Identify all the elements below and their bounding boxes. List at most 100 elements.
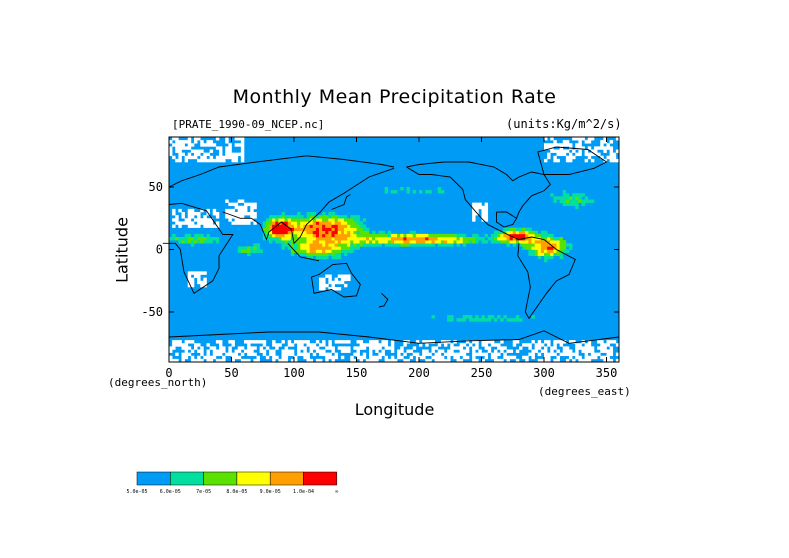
coastline-segment	[168, 330, 620, 344]
grid-cell	[353, 221, 357, 225]
grid-cell	[540, 252, 545, 257]
grid-cell	[615, 358, 620, 363]
grid-cell	[190, 215, 195, 219]
grid-cell	[240, 143, 245, 147]
grid-cell	[190, 240, 195, 244]
grid-cell	[312, 224, 317, 228]
grid-cell	[331, 233, 335, 238]
grid-cell	[475, 202, 479, 207]
grid-cell	[322, 230, 326, 235]
grid-cell	[250, 249, 254, 253]
grid-cell	[403, 343, 407, 347]
grid-cell	[337, 340, 342, 344]
grid-cell	[322, 227, 326, 232]
grid-cell	[187, 271, 192, 275]
grid-cell	[328, 243, 332, 247]
grid-cell	[290, 224, 295, 228]
legend-label: 5.0e-05	[126, 489, 147, 495]
grid-cell	[381, 237, 385, 241]
grid-cell	[531, 233, 535, 238]
grid-cell	[253, 221, 257, 225]
grid-cell	[578, 358, 582, 363]
grid-cell	[219, 158, 223, 163]
grid-cell	[184, 218, 189, 222]
grid-cell	[240, 140, 245, 144]
grid-cell	[550, 193, 554, 197]
grid-cell	[500, 358, 504, 363]
grid-cell	[319, 358, 323, 363]
grid-cell	[556, 349, 560, 353]
grid-cell	[215, 155, 220, 160]
grid-cell	[372, 340, 376, 344]
grid-cell	[525, 237, 529, 241]
grid-cell	[481, 215, 485, 219]
grid-cell	[609, 349, 614, 353]
grid-cell	[378, 346, 382, 350]
grid-cell	[437, 355, 442, 360]
grid-cell	[531, 340, 535, 344]
grid-cell	[440, 243, 445, 247]
grid-cell	[478, 205, 482, 210]
grid-cell	[519, 346, 523, 350]
grid-cell	[172, 155, 176, 160]
grid-cell	[231, 152, 235, 157]
grid-cell	[415, 352, 420, 357]
grid-cell	[431, 237, 435, 241]
grid-cell	[319, 227, 323, 232]
grid-cell	[281, 240, 285, 244]
grid-cell	[447, 318, 451, 322]
grid-cell	[575, 346, 579, 350]
grid-cell	[447, 352, 451, 357]
grid-cell	[444, 237, 448, 241]
grid-cell	[328, 287, 332, 291]
grid-cell	[422, 233, 426, 238]
grid-cell	[306, 246, 310, 250]
grid-cell	[300, 230, 304, 235]
grid-cell	[340, 218, 345, 222]
grid-cell	[303, 221, 307, 225]
grid-cell	[350, 240, 354, 244]
grid-cell	[309, 252, 314, 257]
grid-cell	[300, 246, 304, 250]
grid-cell	[250, 352, 254, 357]
grid-cell	[428, 352, 432, 357]
grid-cell	[284, 349, 289, 353]
grid-cell	[325, 243, 329, 247]
grid-cell	[519, 243, 523, 247]
grid-cell	[325, 240, 329, 244]
grid-cell	[331, 237, 335, 241]
grid-cell	[300, 227, 304, 232]
grid-cell	[525, 243, 529, 247]
grid-cell	[578, 143, 582, 147]
grid-cell	[275, 218, 279, 222]
grid-cell	[272, 233, 276, 238]
grid-cell	[256, 243, 260, 247]
grid-cell	[262, 230, 267, 235]
legend-swatch	[170, 471, 204, 486]
grid-cell	[215, 137, 220, 141]
grid-cell	[537, 346, 542, 350]
grid-cell	[440, 349, 445, 353]
grid-cell	[422, 355, 426, 360]
grid-cell	[353, 218, 357, 222]
grid-cell	[234, 212, 239, 216]
grid-cell	[531, 240, 535, 244]
grid-cell	[425, 340, 429, 344]
grid-cell	[384, 190, 389, 194]
grid-cell	[328, 340, 332, 344]
grid-cell	[237, 137, 242, 141]
grid-cell	[337, 346, 342, 350]
grid-cell	[462, 318, 467, 322]
grid-cell	[390, 346, 395, 350]
grid-cell	[556, 355, 560, 360]
grid-cell	[387, 358, 392, 363]
grid-cell	[500, 240, 504, 244]
grid-cell	[253, 249, 257, 253]
grid-cell	[269, 230, 273, 235]
grid-cell	[172, 212, 176, 216]
grid-cell	[606, 352, 610, 357]
grid-cell	[247, 343, 251, 347]
grid-cell	[253, 352, 257, 357]
grid-cell	[281, 358, 285, 363]
grid-cell	[234, 143, 239, 147]
